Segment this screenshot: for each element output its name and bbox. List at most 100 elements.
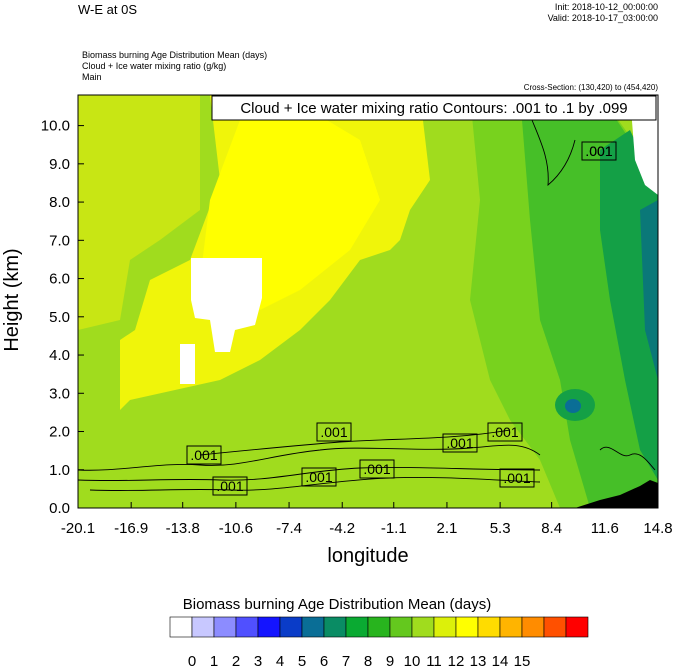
y-tick-label: 9.0 <box>49 156 70 173</box>
y-tick-label: 2.0 <box>49 424 70 441</box>
subtitle-domain: Main <box>82 72 102 82</box>
contour-label-group: .001.001.001.001.001.001.001.001.001.001 <box>186 141 617 496</box>
contour-label-box <box>212 476 248 496</box>
x-tick-label: 2.1 <box>437 520 458 537</box>
y-tick-label: 0.0 <box>49 500 70 517</box>
x-tick-label: -20.1 <box>61 520 95 537</box>
colorbar-swatch <box>169 616 193 638</box>
init-time: Init: 2018-10-12_00:00:00 <box>554 2 658 12</box>
contour-label: .001 <box>216 478 243 494</box>
colorbar-label: 0 <box>188 653 196 667</box>
colorbar-swatch <box>565 616 589 638</box>
colorbar-title: Biomass burning Age Distribution Mean (d… <box>182 596 492 613</box>
colorbar-label: 15 <box>514 653 531 667</box>
contour-info-text: Cloud + Ice water mixing ratio Contours:… <box>240 100 627 117</box>
colorbar-label: 11 <box>426 653 442 667</box>
valid-time: Valid: 2018-10-17_03:00:00 <box>547 13 658 23</box>
x-axis-ticks: -20.1 -16.9 -13.8 -10.6 -7.4 -4.2 -1.1 2.1 5.3 8.… <box>61 502 673 537</box>
y-tick-label: 4.0 <box>49 347 70 364</box>
colorbar-label: 6 <box>320 653 328 667</box>
colorbar-label: 9 <box>386 653 394 667</box>
contour-label: .001 <box>363 461 390 477</box>
colorbar-label: 12 <box>448 653 465 667</box>
colorbar-swatch <box>455 616 479 638</box>
colorbar-swatch <box>367 616 391 638</box>
colorbar-swatch <box>301 616 325 638</box>
y-tick-label: 1.0 <box>49 462 70 479</box>
colorbar-label: 1 <box>210 653 218 667</box>
colorbar-swatch <box>389 616 413 638</box>
x-tick-label: -13.8 <box>166 520 200 537</box>
colorbar-swatch <box>543 616 567 638</box>
x-tick-label: 11.6 <box>591 520 619 537</box>
colorbar-swatch <box>499 616 523 638</box>
colorbar-label: 13 <box>470 653 487 667</box>
contour-label: .001 <box>320 424 347 440</box>
contour-label: .001 <box>585 143 612 159</box>
contour-label-box <box>301 467 337 487</box>
colorbar-label: 4 <box>276 653 284 667</box>
colorbar-swatch <box>235 616 259 638</box>
colorbar-swatch <box>213 616 237 638</box>
field-missing-2 <box>180 344 195 384</box>
plot-frame <box>77 94 659 509</box>
contour-label-box <box>487 422 523 442</box>
colorbar-label: 8 <box>364 653 372 667</box>
colorbar-label: 3 <box>254 653 262 667</box>
y-tick-label: 6.0 <box>49 271 70 288</box>
colorbar-swatch <box>411 616 435 638</box>
y-tick-label: 8.0 <box>49 194 70 211</box>
contour-label-box <box>186 445 222 465</box>
colorbar-label: 14 <box>492 653 509 667</box>
contour-lines <box>78 119 656 492</box>
x-tick-label: 8.4 <box>541 520 562 537</box>
plot-title: W-E at 0S <box>78 2 138 17</box>
colorbar-label: 7 <box>342 653 350 667</box>
colorbar-label: 10 <box>404 653 421 667</box>
colorbar-swatch <box>477 616 501 638</box>
contour-label: .001 <box>190 447 217 463</box>
colorbar: 0 1 2 3 4 5 6 7 8 9 10 11 12 13 14 15 <box>169 616 589 667</box>
x-tick-label: -4.2 <box>329 520 355 537</box>
y-tick-label: 7.0 <box>49 232 70 249</box>
x-tick-label: -16.9 <box>114 520 148 537</box>
cross-section-label: Cross-Section: (130,420) to (454,420) <box>523 83 658 92</box>
y-tick-label: 3.0 <box>49 385 70 402</box>
y-axis-label: Height (km) <box>1 248 23 351</box>
time-info: Init: 2018-10-12_00:00:00 Valid: 2018-10… <box>548 2 658 24</box>
contour-label-box <box>499 468 535 488</box>
colorbar-label: 5 <box>298 653 306 667</box>
contour-label: .001 <box>585 143 612 159</box>
x-tick-label: 14.8 <box>643 520 672 537</box>
contour-label-box <box>316 422 352 442</box>
colorbar-label: 2 <box>232 653 240 667</box>
x-tick-label: -7.4 <box>276 520 302 537</box>
colorbar-swatch <box>279 616 303 638</box>
x-tick-label: 5.3 <box>490 520 511 537</box>
contour-label-box <box>442 433 478 453</box>
contour-label: .001 <box>446 435 473 451</box>
colorbar-swatch <box>191 616 215 638</box>
y-tick-label: 5.0 <box>49 309 70 326</box>
colorbar-swatch <box>433 616 457 638</box>
contour-label-box <box>359 459 395 479</box>
contour-label: .001 <box>305 469 332 485</box>
y-axis-ticks: 0.0 1.0 2.0 3.0 4.0 5.0 6.0 7.0 8.0 9.0 10.0 <box>41 118 84 517</box>
field-east-core <box>640 200 658 380</box>
field-layer <box>78 95 658 508</box>
field-missing-1 <box>191 258 262 352</box>
subtitle-field: Biomass burning Age Distribution Mean (d… <box>82 50 268 60</box>
colorbar-swatch <box>323 616 347 638</box>
colorbar-swatch <box>257 616 281 638</box>
field-west-upper <box>78 95 200 330</box>
x-tick-label: -1.1 <box>381 520 407 537</box>
terrain <box>575 480 658 508</box>
colorbar-swatch <box>345 616 369 638</box>
contour-label: .001 <box>503 470 530 486</box>
x-axis-label: longitude <box>327 545 408 567</box>
field-low-core-inner <box>565 399 581 413</box>
subtitle-contour: Cloud + Ice water mixing ratio (g/kg) <box>82 61 227 71</box>
contour-info-box <box>211 95 657 121</box>
contour-label-box <box>581 141 617 161</box>
